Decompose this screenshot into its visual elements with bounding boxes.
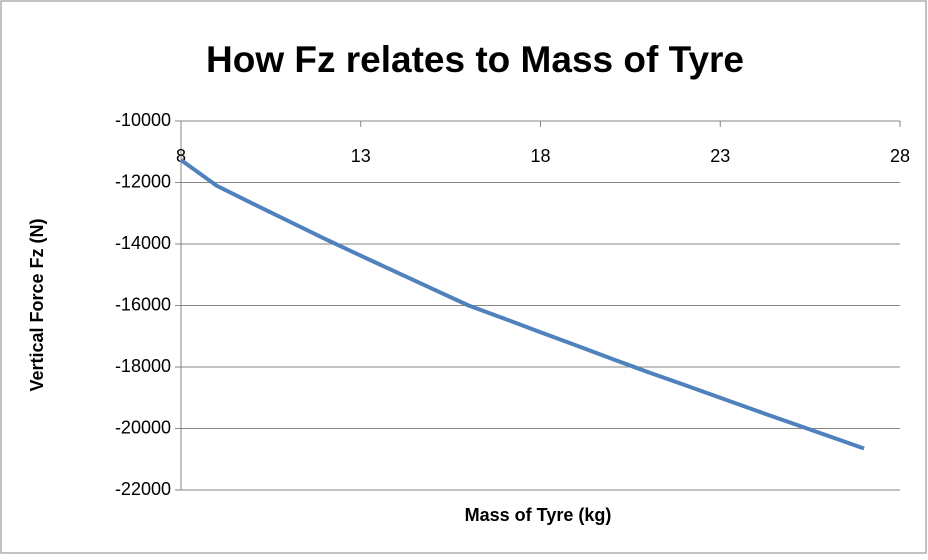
- series-line: [179, 158, 865, 451]
- chart-title: How Fz relates to Mass of Tyre: [206, 39, 744, 80]
- y-tick-label: -10000: [115, 110, 171, 130]
- y-tick-label: -12000: [115, 171, 171, 191]
- y-tick-label: -16000: [115, 294, 171, 314]
- x-tick-label: 23: [710, 146, 730, 166]
- x-tick-label: 8: [176, 146, 186, 166]
- x-tick-label: 13: [351, 146, 371, 166]
- y-tick-label: -20000: [115, 417, 171, 437]
- x-axis-title: Mass of Tyre (kg): [465, 505, 612, 525]
- x-tick-label: 18: [530, 146, 550, 166]
- y-axis-title: Vertical Force Fz (N): [27, 218, 47, 391]
- y-tick-label: -22000: [115, 479, 171, 499]
- y-tick-label: -14000: [115, 233, 171, 253]
- x-tick-label: 28: [890, 146, 910, 166]
- y-tick-label: -18000: [115, 356, 171, 376]
